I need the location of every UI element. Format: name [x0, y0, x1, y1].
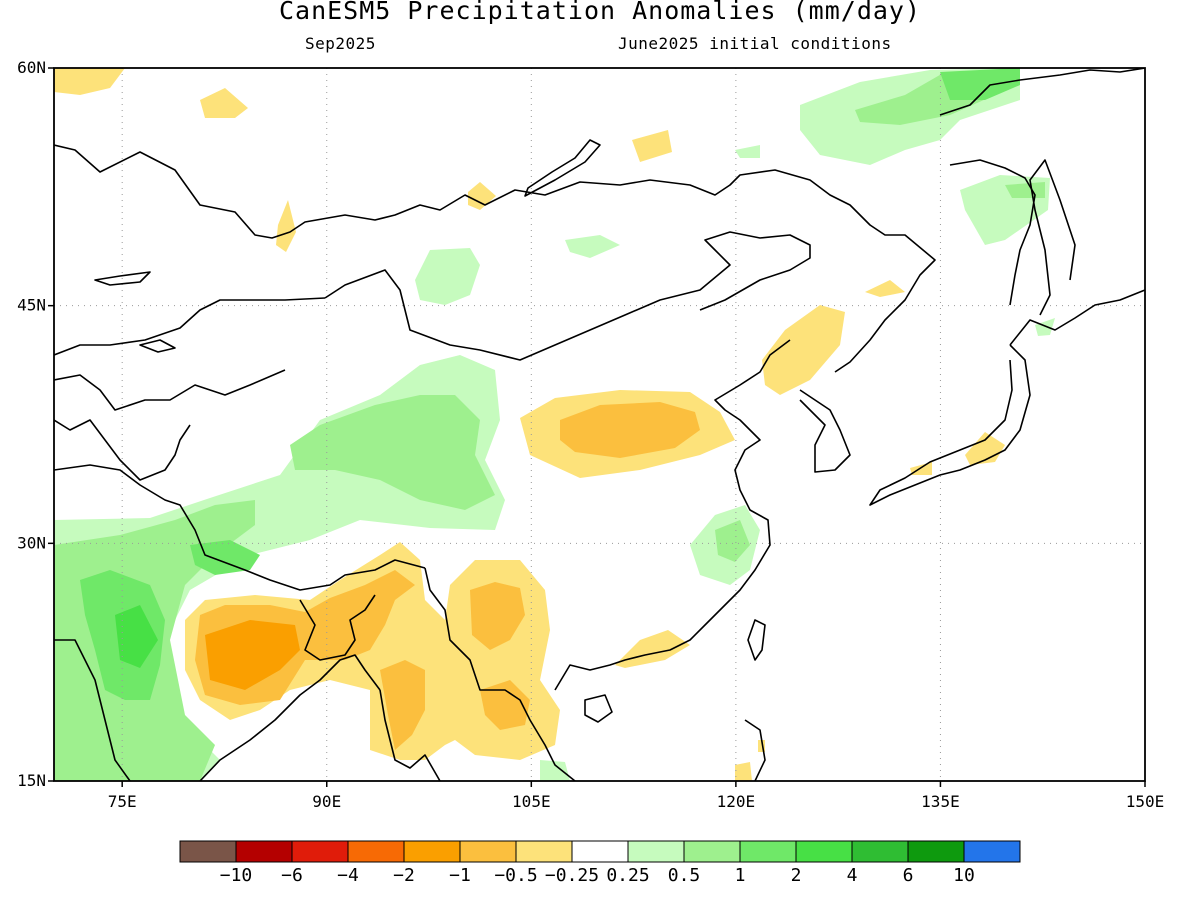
- lat-tick-label: 15N: [17, 771, 46, 790]
- lat-tick-label: 30N: [17, 533, 46, 552]
- lat-tick-label: 60N: [17, 58, 46, 77]
- lon-tick-label: 135E: [921, 792, 960, 811]
- colorbar-swatch: [179, 840, 237, 863]
- latitude-axis: 15N 30N 45N 60N: [17, 58, 54, 790]
- dry-anomaly-region: [735, 762, 752, 781]
- dry-anomaly-region: [276, 200, 296, 252]
- dry-anomaly-region: [468, 182, 496, 210]
- dry-anomaly-region: [632, 130, 672, 162]
- colorbar-swatch: [739, 840, 797, 863]
- colorbar-label: 6: [903, 865, 914, 886]
- graticule: [54, 68, 1145, 781]
- wet-anomaly-region: [290, 395, 495, 510]
- dry-anomaly-region: [54, 68, 125, 95]
- colorbar-swatch: [571, 840, 629, 863]
- dry-anomaly-region: [380, 660, 425, 750]
- lon-tick-label: 90E: [312, 792, 341, 811]
- lat-tick-label: 45N: [17, 296, 46, 315]
- colorbar-label: 10: [953, 865, 975, 886]
- colorbar-swatch: [907, 840, 965, 863]
- wet-anomaly-region: [565, 235, 620, 258]
- colorbar-swatch: [851, 840, 909, 863]
- dry-anomaly-region: [560, 402, 700, 458]
- lon-tick-label: 150E: [1126, 792, 1165, 811]
- lon-tick-label: 75E: [108, 792, 137, 811]
- colorbar-label: −0.5: [494, 865, 537, 886]
- colorbar-swatch: [459, 840, 517, 863]
- dry-anomaly-region: [865, 280, 905, 297]
- longitude-axis: 75E 90E 105E 120E 135E 150E: [108, 781, 1165, 811]
- anomaly-shading: [54, 68, 1055, 781]
- colorbar-label: −6: [281, 865, 303, 886]
- initial-conditions: June2025 initial conditions: [618, 34, 892, 53]
- colorbar-label: −10: [220, 865, 253, 886]
- colorbar-swatch: [683, 840, 741, 863]
- dry-anomaly-region: [205, 620, 300, 690]
- dry-anomaly-region: [185, 542, 560, 760]
- dry-anomaly-region: [762, 305, 845, 395]
- wet-anomaly-region: [715, 520, 750, 562]
- colorbar-label: 1: [735, 865, 746, 886]
- wet-anomaly-region: [940, 68, 1020, 100]
- colorbar-label: 0.25: [606, 865, 649, 886]
- colorbar-swatch: [403, 840, 461, 863]
- dry-anomaly-region: [470, 582, 525, 650]
- wet-anomaly-region: [735, 145, 760, 158]
- colorbar-swatch: [963, 840, 1021, 863]
- dry-anomaly-region: [480, 680, 530, 730]
- colorbar-swatch: [627, 840, 685, 863]
- colorbar-swatch: [795, 840, 853, 863]
- colorbar-label: 4: [847, 865, 858, 886]
- dry-anomaly-region: [615, 630, 690, 668]
- colorbar-label: 0.5: [668, 865, 701, 886]
- wet-anomaly-region: [1035, 318, 1055, 336]
- colorbar-label: 2: [791, 865, 802, 886]
- colorbar-swatch: [347, 840, 405, 863]
- colorbar: −10 −6 −4 −2 −1 −0.5 −0.25 0.25 0.5 1 2 4 6 10: [179, 840, 1021, 886]
- colorbar-label: −2: [393, 865, 415, 886]
- wet-anomaly-region: [540, 760, 570, 781]
- colorbar-swatch: [291, 840, 349, 863]
- dry-anomaly-region: [965, 432, 1005, 465]
- lon-tick-label: 105E: [512, 792, 551, 811]
- dry-anomaly-region: [200, 88, 248, 118]
- wet-anomaly-region: [190, 540, 260, 575]
- forecast-month: Sep2025: [305, 34, 376, 53]
- coastlines-and-borders: [54, 68, 1145, 781]
- map-frame: [53, 67, 1146, 782]
- wet-anomaly-region: [115, 605, 158, 668]
- colorbar-swatch: [235, 840, 293, 863]
- colorbar-label: −4: [337, 865, 359, 886]
- colorbar-label: −0.25: [545, 865, 599, 886]
- colorbar-label: −1: [449, 865, 471, 886]
- lon-tick-label: 120E: [717, 792, 756, 811]
- colorbar-swatch: [515, 840, 573, 863]
- wet-anomaly-region: [415, 248, 480, 305]
- map-title: CanESM5 Precipitation Anomalies (mm/day): [278, 0, 922, 25]
